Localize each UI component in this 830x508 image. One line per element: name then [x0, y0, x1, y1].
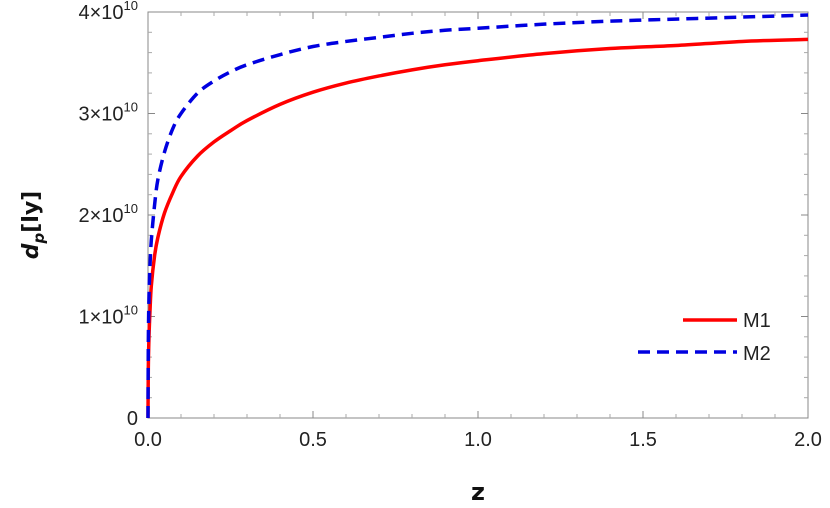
legend-label-m2: M2 — [743, 343, 771, 365]
plot-frame — [147, 11, 809, 419]
y-axis-title-unit: [ly] — [19, 191, 44, 233]
x-tick-label-0: 0.0 — [134, 429, 162, 451]
x-tick-label-1: 0.5 — [299, 429, 327, 451]
y-axis-title-sub: p — [30, 233, 48, 245]
ticks: 0.0 0.5 1.0 1.5 2.0 0 1×1010 2×1010 3×1010 4×1010 — [78, 0, 821, 451]
x-tick-label-2: 1.0 — [464, 429, 492, 451]
legend-label-m1: M1 — [743, 310, 771, 332]
x-axis-title: z — [471, 478, 485, 506]
series-line-m1 — [146, 37, 809, 419]
series-line-m2 — [146, 13, 809, 419]
x-tick-label-4: 2.0 — [794, 429, 822, 451]
x-tick-label-3: 1.5 — [629, 429, 657, 451]
axes — [147, 11, 809, 419]
y-tick-label-1: 1×1010 — [78, 303, 138, 329]
y-tick-label-2: 2×1010 — [78, 201, 138, 227]
y-axis-title-main: d — [19, 243, 44, 259]
y-axis-title: dp[ly] — [19, 191, 48, 260]
y-tick-label-4: 4×1010 — [78, 0, 138, 24]
series-lines — [146, 13, 809, 419]
y-tick-label-3: 3×1010 — [78, 100, 138, 126]
legend: M1 M2 — [638, 310, 771, 365]
y-tick-label-0: 0 — [127, 408, 138, 430]
